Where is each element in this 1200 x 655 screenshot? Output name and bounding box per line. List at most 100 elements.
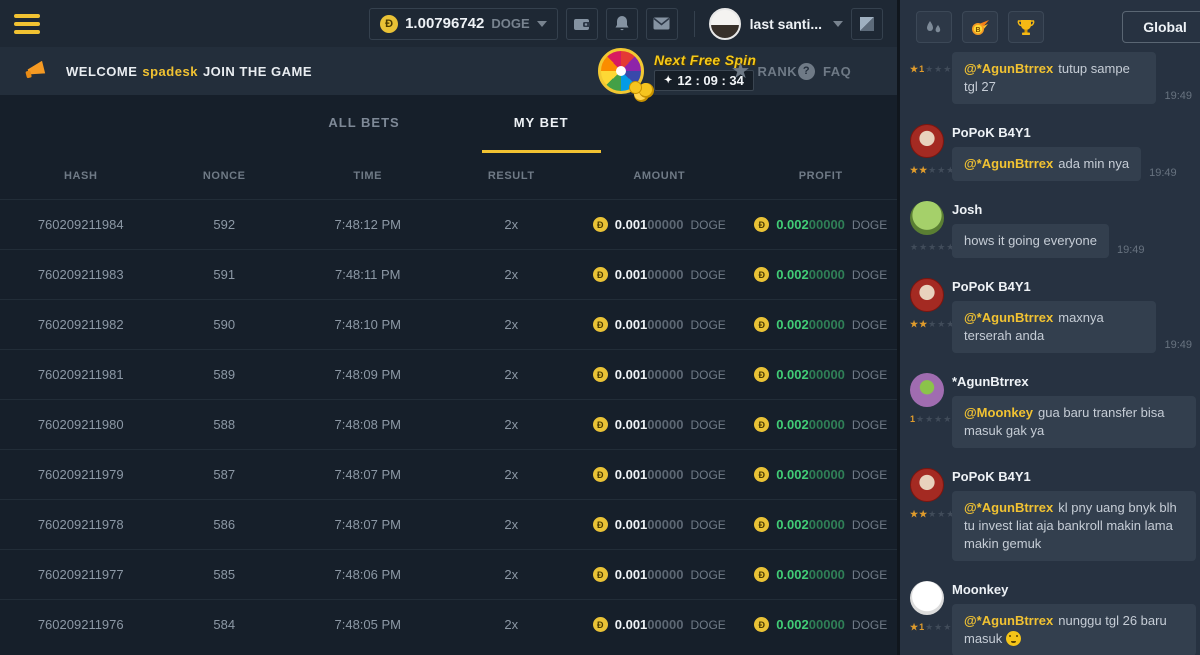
- table-row: 760209211978 586 7:48:07 PM 2x Đ 0.001000…: [0, 499, 897, 549]
- chat-room-selector[interactable]: Global: [1122, 11, 1200, 43]
- user-level-stars: ★★★★★: [910, 319, 956, 329]
- user-mention[interactable]: @*AgunBtrrex: [964, 310, 1054, 325]
- bet-hash[interactable]: 760209211978: [37, 517, 124, 532]
- bet-nonce: 592: [213, 217, 236, 232]
- user-avatar[interactable]: [910, 373, 944, 407]
- bet-profit: Đ 0.00200000 DOGE: [744, 417, 896, 432]
- user-level-stars: ★★★★★: [910, 165, 956, 175]
- user-mention[interactable]: @*AgunBtrrex: [964, 500, 1054, 515]
- chat-toolbar: B Global: [900, 0, 1200, 46]
- bet-hash[interactable]: 760209211979: [37, 467, 124, 482]
- chat-toggle-button[interactable]: [851, 7, 883, 40]
- chat-message: 1★★★★ *AgunBtrrex @Moonkey gua baru trans…: [908, 373, 1196, 448]
- user-avatar[interactable]: [910, 278, 944, 312]
- table-row: 760209211983 591 7:48:11 PM 2x Đ 0.001000…: [0, 249, 897, 299]
- user-menu[interactable]: last santi...: [708, 7, 843, 40]
- bet-nonce: 587: [213, 467, 236, 482]
- doge-coin-icon: Đ: [592, 517, 608, 532]
- user-level-stars: ★★★★★: [910, 509, 956, 519]
- chat-username[interactable]: PoPoK B4Y1: [952, 279, 1031, 294]
- table-row: 760209211979 587 7:48:07 PM 2x Đ 0.001000…: [0, 449, 897, 499]
- free-spin-label: Next Free Spin: [654, 51, 757, 68]
- chat-username[interactable]: Josh: [952, 202, 983, 217]
- message-bubble: hows it going everyone: [952, 224, 1109, 258]
- user-avatar[interactable]: [910, 124, 944, 158]
- message-bubble: @*AgunBtrrex ada min nya: [952, 147, 1142, 181]
- user-level-stars: ★1★★★: [910, 64, 953, 74]
- message-time: 19:49: [1149, 167, 1177, 179]
- chat-username[interactable]: PoPoK B4Y1: [952, 125, 1031, 140]
- bet-hash[interactable]: 760209211981: [37, 367, 124, 382]
- bet-result: 2x: [504, 367, 519, 382]
- user-level-stars: ★★★★★: [910, 242, 956, 252]
- notifications-button[interactable]: [605, 7, 638, 40]
- chat-username[interactable]: *AgunBtrrex: [952, 374, 1029, 389]
- message-bubble: @*AgunBtrrex nunggu tgl 26 baru masuk: [952, 604, 1196, 655]
- table-row: 760209211981 589 7:48:09 PM 2x Đ 0.001000…: [0, 349, 897, 399]
- rank-star-icon: ★: [732, 60, 750, 82]
- bet-profit: Đ 0.00200000 DOGE: [744, 267, 896, 282]
- chat-username[interactable]: PoPoK B4Y1: [952, 469, 1031, 484]
- doge-coin-icon: Đ: [754, 217, 770, 232]
- wallet-button[interactable]: [565, 7, 598, 40]
- user-avatar[interactable]: [910, 581, 944, 615]
- contest-button[interactable]: [1008, 11, 1044, 43]
- balance-value: 1.00796742: [405, 15, 485, 32]
- user-avatar[interactable]: [910, 201, 944, 235]
- bet-hash[interactable]: 760209211980: [37, 417, 124, 432]
- user-level-stars: ★1★★★: [910, 622, 953, 632]
- col-amount: AMOUNT: [633, 170, 686, 182]
- bet-amount: Đ 0.00100000 DOGE: [574, 267, 744, 282]
- tab-all-bets[interactable]: ALL BETS: [328, 115, 400, 130]
- bet-profit: Đ 0.00200000 DOGE: [744, 467, 896, 482]
- bet-amount: Đ 0.00100000 DOGE: [574, 317, 744, 332]
- user-mention[interactable]: @*AgunBtrrex: [964, 613, 1054, 628]
- bet-nonce: 589: [213, 367, 236, 382]
- table-row: 760209211982 590 7:48:10 PM 2x Đ 0.001000…: [0, 299, 897, 349]
- free-spin-widget[interactable]: Next Free Spin ✦ 12 : 09 : 34: [598, 47, 756, 95]
- chat-username[interactable]: Moonkey: [952, 582, 1009, 597]
- flash-crash-button[interactable]: B: [962, 11, 998, 43]
- rain-button[interactable]: [916, 11, 952, 43]
- bet-time: 7:48:10 PM: [334, 317, 402, 332]
- spin-wheel-icon: [598, 48, 644, 94]
- user-mention[interactable]: @Moonkey: [964, 405, 1034, 420]
- bet-hash[interactable]: 760209211984: [37, 217, 124, 232]
- chat-message: ★★★★★ PoPoK B4Y1 @*AgunBtrrex ada min nya…: [908, 124, 1192, 181]
- table-row: 760209211980 588 7:48:08 PM 2x Đ 0.001000…: [0, 399, 897, 449]
- doge-coin-icon: Đ: [592, 467, 608, 482]
- main-column: Đ 1.00796742 DOGE last santi...: [0, 0, 897, 655]
- messages-button[interactable]: [645, 7, 678, 40]
- doge-coin-icon: Đ: [592, 417, 608, 432]
- envelope-icon: [653, 17, 670, 30]
- user-name: last santi...: [749, 15, 822, 32]
- doge-coin-icon: Đ: [754, 467, 770, 482]
- bet-hash[interactable]: 760209211982: [37, 317, 124, 332]
- bet-profit: Đ 0.00200000 DOGE: [744, 517, 896, 532]
- bet-profit: Đ 0.00200000 DOGE: [744, 567, 896, 582]
- bet-hash[interactable]: 760209211976: [37, 617, 124, 632]
- bet-result: 2x: [504, 217, 519, 232]
- bet-hash[interactable]: 760209211977: [37, 567, 124, 582]
- doge-coin-icon: Đ: [592, 367, 608, 382]
- tab-my-bet[interactable]: MY BET: [481, 95, 601, 153]
- rank-link[interactable]: ★ RANK: [732, 62, 797, 81]
- question-icon: ?: [798, 62, 815, 80]
- bell-icon: [615, 16, 629, 31]
- user-avatar[interactable]: [910, 468, 944, 502]
- user-mention[interactable]: @*AgunBtrrex: [964, 156, 1054, 171]
- coins-icon: [629, 81, 642, 94]
- bet-profit: Đ 0.00200000 DOGE: [744, 617, 896, 632]
- doge-coin-icon: Đ: [754, 317, 770, 332]
- balance-dropdown[interactable]: Đ 1.00796742 DOGE: [369, 7, 558, 40]
- table-header-row: HASH NONCE TIME RESULT AMOUNT PROFIT: [0, 153, 897, 199]
- announcement-bar: WELCOME spadesk JOIN THE GAME Next Free Sp…: [0, 47, 897, 95]
- faq-link[interactable]: ? FAQ: [798, 62, 851, 80]
- bet-hash[interactable]: 760209211983: [37, 267, 124, 282]
- user-mention[interactable]: @*AgunBtrrex: [964, 61, 1054, 76]
- bet-amount: Đ 0.00100000 DOGE: [574, 567, 744, 582]
- col-result: RESULT: [487, 170, 535, 182]
- chat-message: ★1★★★ @*AgunBtrrex tutup sampe tgl 27 19:…: [908, 52, 1192, 104]
- menu-icon[interactable]: [14, 13, 40, 34]
